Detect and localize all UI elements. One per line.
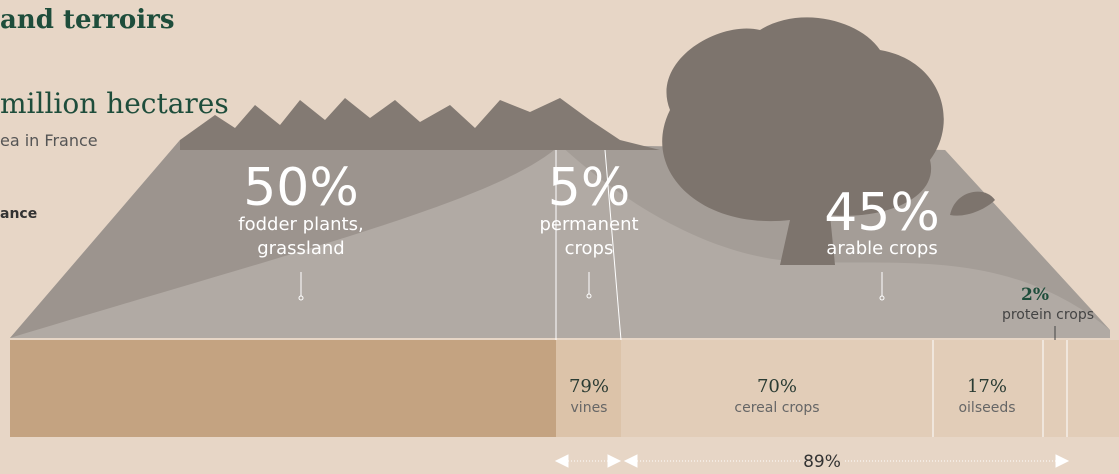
title: and terroirs [0, 5, 174, 35]
label: fodder plants, [238, 214, 363, 235]
bush [950, 191, 995, 216]
subline: ea in France [0, 131, 98, 150]
percent: 45% [824, 183, 940, 243]
label: permanent [539, 214, 638, 235]
percent: 17% [967, 376, 1007, 397]
label: crops [565, 238, 614, 259]
dividers [932, 340, 1068, 437]
label: cereal crops [734, 400, 819, 416]
headline: million hectares [0, 87, 229, 120]
protein-percent: 2% [1021, 285, 1049, 305]
percent: 79% [569, 376, 609, 397]
mountains [180, 98, 660, 150]
label: vines [571, 400, 608, 416]
span-label: 89% [803, 452, 841, 472]
percent: 50% [243, 158, 359, 218]
bar-labels: 79% vines 70% cereal crops 17% oilseeds [569, 376, 1016, 416]
pointers [298, 272, 885, 301]
landscape-labels: 50% fodder plants, grassland 5% permanen… [238, 158, 940, 259]
hill-left [10, 140, 560, 338]
protein-label: protein crops [1002, 307, 1094, 323]
vines-bar [556, 340, 621, 437]
percent: 5% [548, 158, 631, 218]
percent: 70% [757, 376, 797, 397]
arable-bar [621, 340, 1119, 437]
connector [604, 149, 622, 341]
span-arrows [554, 454, 1070, 468]
label: grassland [257, 238, 344, 259]
note: ance [0, 206, 37, 222]
label: arable crops [826, 238, 937, 259]
tree [662, 17, 944, 265]
fodder-bar [10, 340, 556, 437]
label: oilseeds [958, 400, 1015, 416]
